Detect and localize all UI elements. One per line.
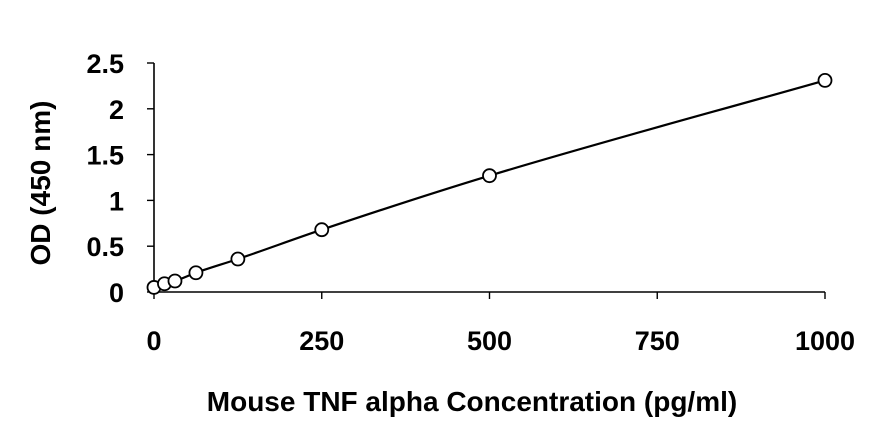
data-point [188, 265, 204, 281]
y-tick-label: 1.5 [86, 141, 124, 171]
data-point [167, 273, 183, 289]
data-point [482, 168, 497, 184]
data-point [817, 73, 833, 88]
y-axis-title: OD (450 nm) [25, 101, 56, 266]
y-tick-label: 0.5 [86, 232, 124, 262]
x-tick-label: 500 [467, 326, 512, 356]
data-point [314, 222, 330, 238]
fit-curve [153, 79, 826, 289]
y-tick-label: 2 [109, 95, 124, 125]
fit-curve-layer [153, 79, 826, 289]
x-tick-label: 1000 [795, 326, 855, 356]
data-point [230, 251, 246, 267]
x-axis-title: Mouse TNF alpha Concentration (pg/ml) [207, 386, 737, 417]
data-points [146, 73, 833, 295]
x-tick-label: 750 [635, 326, 680, 356]
y-tick-label: 1 [109, 186, 124, 216]
x-tick-label: 0 [146, 326, 161, 356]
y-tick-label: 0 [109, 278, 124, 308]
y-tick-labels: 0 0.5 1 1.5 2 2.5 [86, 49, 124, 308]
y-tick-label: 2.5 [86, 49, 124, 79]
x-tick-labels: 0 250 500 750 1000 [146, 326, 855, 356]
x-tick-label: 250 [299, 326, 344, 356]
